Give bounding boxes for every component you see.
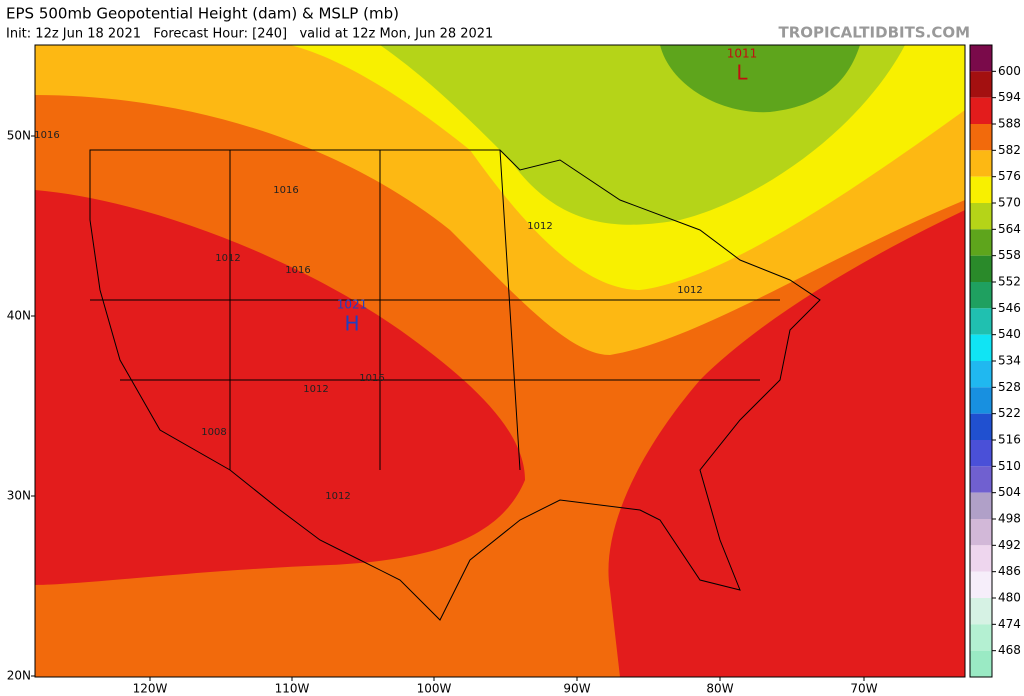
colorbar-cell xyxy=(970,71,992,98)
colorbar-label: 546 xyxy=(998,301,1021,315)
map-frame xyxy=(34,44,966,678)
colorbar-cell xyxy=(970,176,992,203)
lat-label: 20N xyxy=(7,669,31,683)
colorbar-label: 564 xyxy=(998,222,1021,236)
colorbar-label: 570 xyxy=(998,196,1021,210)
lon-label: 90W xyxy=(563,682,590,696)
lon-label: 100W xyxy=(417,682,452,696)
colorbar-cell xyxy=(970,387,992,414)
colorbar-cell xyxy=(970,598,992,625)
lat-label: 50N xyxy=(7,129,31,143)
colorbar-label: 594 xyxy=(998,90,1021,104)
colorbar-label: 498 xyxy=(998,512,1021,526)
colorbar-label: 516 xyxy=(998,433,1021,447)
contour-label: 1012 xyxy=(677,285,702,296)
colorbar-label: 528 xyxy=(998,380,1021,394)
site-label: TROPICALTIDBITS.COM xyxy=(779,24,971,42)
colorbar-cell xyxy=(970,571,992,598)
contour-label: 1012 xyxy=(215,253,240,264)
colorbar-label: 552 xyxy=(998,275,1021,289)
center-pressure: 1011 xyxy=(727,47,758,61)
colorbar-label: 474 xyxy=(998,617,1021,631)
colorbar: 600 594 588 582 576 570 564 558 552 546 540 534 528 5… xyxy=(969,44,1021,678)
colorbar-label: 486 xyxy=(998,564,1021,578)
lon-label: 110W xyxy=(275,682,310,696)
colorbar-label: 540 xyxy=(998,327,1021,341)
colorbar-cell xyxy=(970,45,992,72)
colorbar-label: 480 xyxy=(998,591,1021,605)
colorbar-label: 522 xyxy=(998,406,1021,420)
colorbar-cell xyxy=(970,124,992,151)
colorbar-cell xyxy=(970,203,992,230)
map-fill xyxy=(35,45,965,677)
colorbar-cell xyxy=(970,334,992,361)
lon-label: 70W xyxy=(850,682,877,696)
colorbar-label: 588 xyxy=(998,117,1021,131)
colorbar-cell xyxy=(970,229,992,256)
colorbar-cell xyxy=(970,492,992,519)
colorbar-label: 534 xyxy=(998,354,1021,368)
lon-label: 80W xyxy=(706,682,733,696)
colorbar-cell xyxy=(970,361,992,388)
colorbar-cell xyxy=(970,466,992,493)
colorbar-cell xyxy=(970,282,992,309)
colorbar-cell xyxy=(970,440,992,467)
contour-label: 1008 xyxy=(201,427,226,438)
center-letter: H xyxy=(344,312,359,336)
lat-label: 40N xyxy=(7,309,31,323)
colorbar-cell xyxy=(970,545,992,572)
colorbar-label: 582 xyxy=(998,143,1021,157)
contour-label: 1016 xyxy=(273,185,298,196)
colorbar-cell xyxy=(970,308,992,335)
colorbar-label: 492 xyxy=(998,538,1021,552)
colorbar-cell xyxy=(970,650,992,677)
colorbar-cell xyxy=(970,150,992,177)
title: EPS 500mb Geopotential Height (dam) & MS… xyxy=(6,5,399,23)
colorbar-label: 510 xyxy=(998,459,1021,473)
contour-label: 1016 xyxy=(359,373,384,384)
colorbar-cell xyxy=(970,624,992,651)
contour-label: 1016 xyxy=(285,265,310,276)
colorbar-label: 468 xyxy=(998,643,1021,657)
colorbar-label: 576 xyxy=(998,169,1021,183)
colorbar-cell xyxy=(970,413,992,440)
colorbar-label: 600 xyxy=(998,64,1021,78)
contour-label: 1012 xyxy=(325,491,350,502)
center-pressure: 1021 xyxy=(337,298,368,312)
colorbar-cell xyxy=(970,255,992,282)
subtitle: Init: 12z Jun 18 2021 Forecast Hour: [24… xyxy=(6,27,493,42)
lat-label: 30N xyxy=(7,489,31,503)
contour-label: 1012 xyxy=(303,384,328,395)
colorbar-cell xyxy=(970,97,992,124)
colorbar-label: 558 xyxy=(998,248,1021,262)
colorbar-cell xyxy=(970,519,992,546)
contour-label: 1016 xyxy=(34,130,59,141)
lon-label: 120W xyxy=(133,682,168,696)
center-letter: L xyxy=(736,61,748,85)
contour-label: 1012 xyxy=(527,221,552,232)
colorbar-label: 504 xyxy=(998,485,1021,499)
